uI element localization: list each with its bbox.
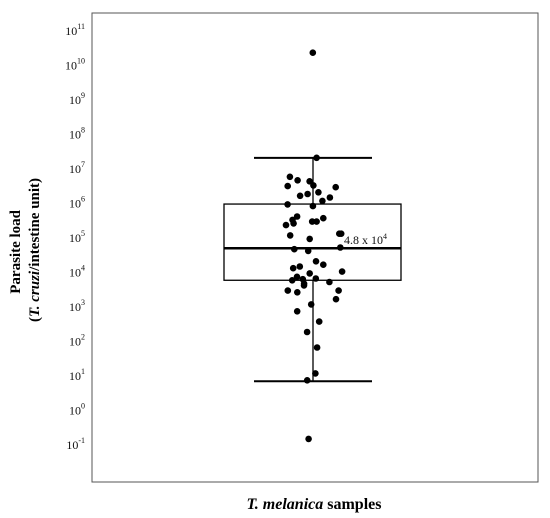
- data-point: [284, 287, 292, 294]
- data-point: [296, 192, 304, 200]
- x-axis-title: T. melanica samples: [247, 496, 382, 513]
- y-tick-label: 10-1: [66, 436, 85, 452]
- data-point: [290, 220, 297, 227]
- data-point: [291, 245, 298, 253]
- data-point: [315, 318, 323, 325]
- y-tick-label: 103: [69, 298, 85, 314]
- data-point: [288, 277, 296, 284]
- data-point: [284, 201, 291, 208]
- y-tick-label: 100: [69, 402, 85, 418]
- data-point: [303, 328, 311, 336]
- data-point: [320, 214, 327, 222]
- data-point: [319, 197, 326, 205]
- data-point: [313, 344, 321, 351]
- data-point: [293, 273, 301, 281]
- data-point: [304, 247, 312, 255]
- data-point: [337, 244, 344, 251]
- data-point: [313, 154, 320, 162]
- y-tick-label: 101: [69, 367, 85, 383]
- data-point: [332, 295, 340, 303]
- y-tick-label: 1011: [65, 22, 85, 38]
- y-axis-title-line1: Parasite load: [8, 209, 24, 293]
- data-point: [312, 370, 319, 377]
- data-point: [312, 275, 320, 282]
- data-point: [305, 435, 312, 443]
- data-point: [306, 235, 314, 243]
- data-point: [286, 232, 294, 239]
- data-points: [282, 49, 346, 443]
- y-axis-ticks: 10-1 100 101 102 103 104 105 106 107 108 109 1010 10…: [65, 22, 85, 452]
- data-point: [296, 263, 304, 270]
- data-point: [309, 202, 317, 210]
- data-point: [326, 278, 333, 286]
- plot-frame: [91, 12, 539, 483]
- data-point: [335, 287, 342, 294]
- y-tick-label: 105: [69, 229, 85, 245]
- y-axis-title-line2: (T. cruzi/intestine unit): [27, 178, 43, 322]
- data-point: [293, 213, 301, 220]
- data-point: [312, 258, 320, 265]
- data-point: [300, 282, 308, 289]
- y-tick-label: 109: [69, 91, 85, 107]
- y-tick-label: 1010: [65, 57, 85, 73]
- data-point: [338, 268, 346, 275]
- median-label: 4.8 x 104: [344, 232, 387, 247]
- data-point: [332, 183, 340, 191]
- y-tick-label: 108: [69, 126, 85, 142]
- data-point: [294, 177, 301, 184]
- y-tick-label: 107: [69, 160, 85, 176]
- data-point: [306, 270, 314, 277]
- y-tick-label: 104: [69, 264, 85, 280]
- data-point: [286, 173, 294, 181]
- data-point: [304, 190, 311, 198]
- y-tick-label: 102: [69, 333, 85, 349]
- y-axis-title: Parasite load (T. cruzi/intestine unit): [8, 178, 43, 322]
- data-point: [307, 301, 315, 308]
- y-tick-label: 106: [69, 195, 85, 211]
- data-point: [326, 194, 334, 201]
- data-point: [315, 189, 322, 196]
- data-point: [294, 289, 301, 296]
- data-point: [337, 230, 345, 237]
- data-point: [303, 377, 311, 384]
- data-point: [284, 182, 292, 190]
- data-point: [309, 49, 317, 56]
- data-point: [293, 308, 301, 315]
- data-point: [289, 264, 297, 272]
- data-point: [308, 218, 316, 225]
- data-point: [320, 261, 327, 269]
- boxplot: [223, 156, 402, 383]
- data-point: [310, 182, 317, 189]
- data-point: [282, 221, 290, 229]
